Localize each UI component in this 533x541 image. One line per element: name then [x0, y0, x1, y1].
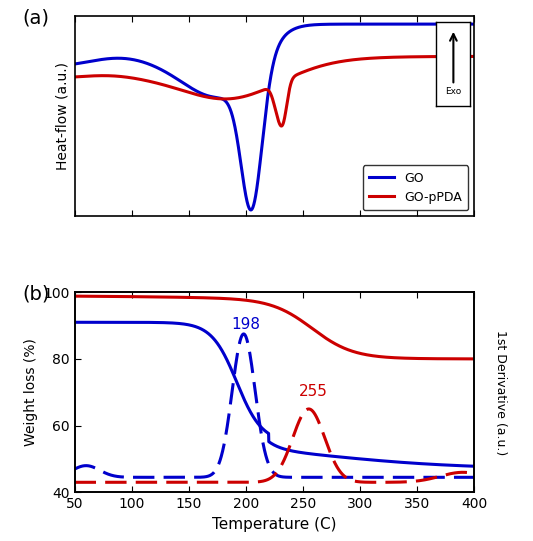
Text: (b): (b) — [22, 284, 50, 304]
Text: (a): (a) — [22, 8, 50, 27]
Y-axis label: 1st Derivative (a.u.): 1st Derivative (a.u.) — [494, 329, 507, 455]
Text: 198: 198 — [231, 317, 261, 332]
Text: 255: 255 — [299, 384, 328, 399]
Y-axis label: Weight loss (%): Weight loss (%) — [24, 338, 38, 446]
X-axis label: Temperature (C): Temperature (C) — [212, 517, 337, 532]
Y-axis label: Heat-flow (a.u.): Heat-flow (a.u.) — [55, 62, 69, 170]
Legend: GO, GO-pPDA: GO, GO-pPDA — [363, 165, 468, 210]
